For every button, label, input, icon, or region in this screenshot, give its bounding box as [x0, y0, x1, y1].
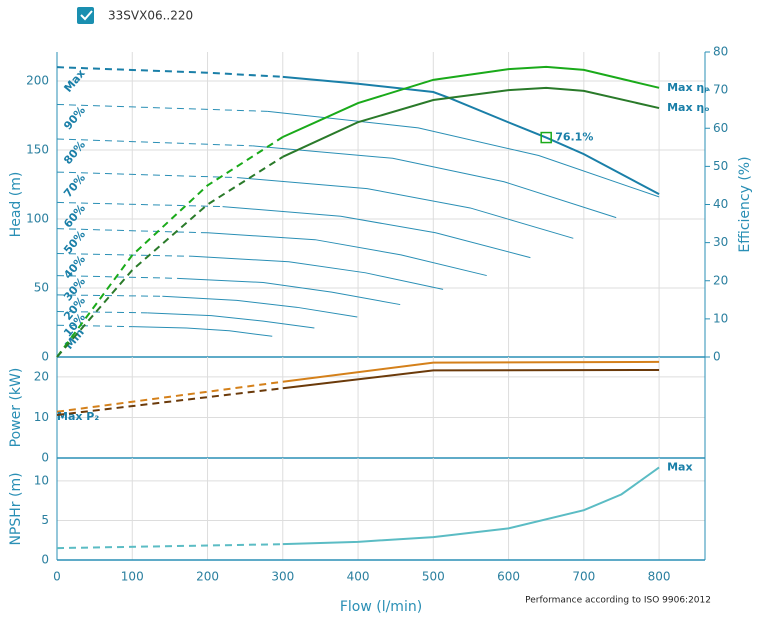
curve [282, 75, 660, 196]
curve-label: 80% [61, 138, 88, 167]
y2-axis-title: Efficiency (%) [737, 156, 753, 252]
y-tick-label: 10 [34, 410, 49, 424]
checkmark [80, 10, 93, 21]
x-tick-label: 400 [347, 570, 370, 584]
x-tick-label: 0 [53, 570, 61, 584]
curve [162, 295, 358, 318]
y-tick-label: 5 [41, 513, 49, 527]
y-axis-title: Head (m) [8, 172, 24, 238]
curve [222, 206, 531, 259]
curve-dashed [56, 324, 133, 328]
curve [177, 277, 401, 306]
y2-tick-label: 60 [713, 121, 728, 135]
curve [282, 360, 660, 383]
curve [132, 326, 273, 337]
curve [282, 466, 660, 546]
y2-tick-label: 80 [713, 45, 728, 59]
curve [282, 86, 660, 158]
duty-point [540, 131, 552, 144]
curve-label: 90% [61, 104, 88, 133]
curve-dashed [56, 228, 208, 234]
curve-label: Max [667, 460, 692, 473]
y2-tick-label: 40 [713, 197, 728, 211]
y-tick-label: 100 [26, 211, 49, 225]
curve-dashed [56, 294, 163, 297]
y-tick-label: 0 [41, 553, 49, 567]
y-axis-title: Power (kW) [8, 368, 24, 448]
y-tick-label: 0 [41, 350, 49, 364]
y-tick-label: 10 [34, 473, 49, 487]
y-tick-label: 20 [34, 369, 49, 383]
curve [207, 232, 487, 277]
y-tick-label: 200 [26, 73, 49, 87]
curve [267, 110, 660, 198]
checkbox-label[interactable]: 33SVX06..220 [108, 9, 193, 23]
curve [252, 145, 617, 219]
curve [147, 312, 315, 329]
y-tick-label: 0 [41, 451, 49, 465]
curve-dashed [56, 201, 223, 208]
curve-dashed [56, 380, 283, 413]
y2-tick-label: 20 [713, 273, 728, 287]
curve-dashed [56, 171, 238, 179]
curve-label: 60% [61, 202, 88, 231]
curve-dashed [56, 66, 283, 78]
curve-label: 70% [61, 171, 88, 200]
curve-dashed [56, 543, 283, 550]
curve-label: 40% [61, 253, 88, 282]
curve-dashed [56, 136, 284, 358]
y2-tick-label: 30 [713, 235, 728, 249]
curve-dashed [56, 310, 148, 314]
y-axis-title: NPSHr (m) [8, 472, 24, 545]
curve [192, 255, 444, 290]
x-tick-label: 600 [497, 570, 520, 584]
curve-label: Max P₂ [57, 410, 99, 423]
curve-dashed [56, 103, 268, 112]
y2-tick-label: 70 [713, 83, 728, 97]
curve-dashed [56, 252, 193, 257]
curve-label: Max ηₚ [667, 81, 709, 94]
y-tick-label: 50 [34, 280, 49, 294]
x-tick-label: 700 [572, 570, 595, 584]
x-tick-label: 100 [121, 570, 144, 584]
x-tick-label: 300 [271, 570, 294, 584]
y2-tick-label: 10 [713, 311, 728, 325]
curve-dashed [56, 155, 284, 358]
y2-tick-label: 0 [713, 350, 721, 364]
curve-dashed [56, 138, 253, 147]
y-tick-label: 150 [26, 142, 49, 156]
curve-dashed [56, 387, 283, 416]
curve [282, 65, 660, 138]
checkbox[interactable] [77, 7, 94, 24]
y2-tick-label: 50 [713, 159, 728, 173]
x-tick-label: 800 [648, 570, 671, 584]
curve-label: 50% [61, 228, 88, 257]
curve [282, 368, 660, 390]
x-axis-title: Flow (l/min) [340, 599, 422, 615]
x-tick-label: 500 [422, 570, 445, 584]
footer: Performance according to ISO 9906:2012 [525, 596, 711, 606]
x-tick-label: 200 [196, 570, 219, 584]
curve-label: Max ηₒ [667, 101, 710, 114]
curve [237, 177, 574, 239]
duty-point-label: 76.1% [555, 131, 593, 144]
